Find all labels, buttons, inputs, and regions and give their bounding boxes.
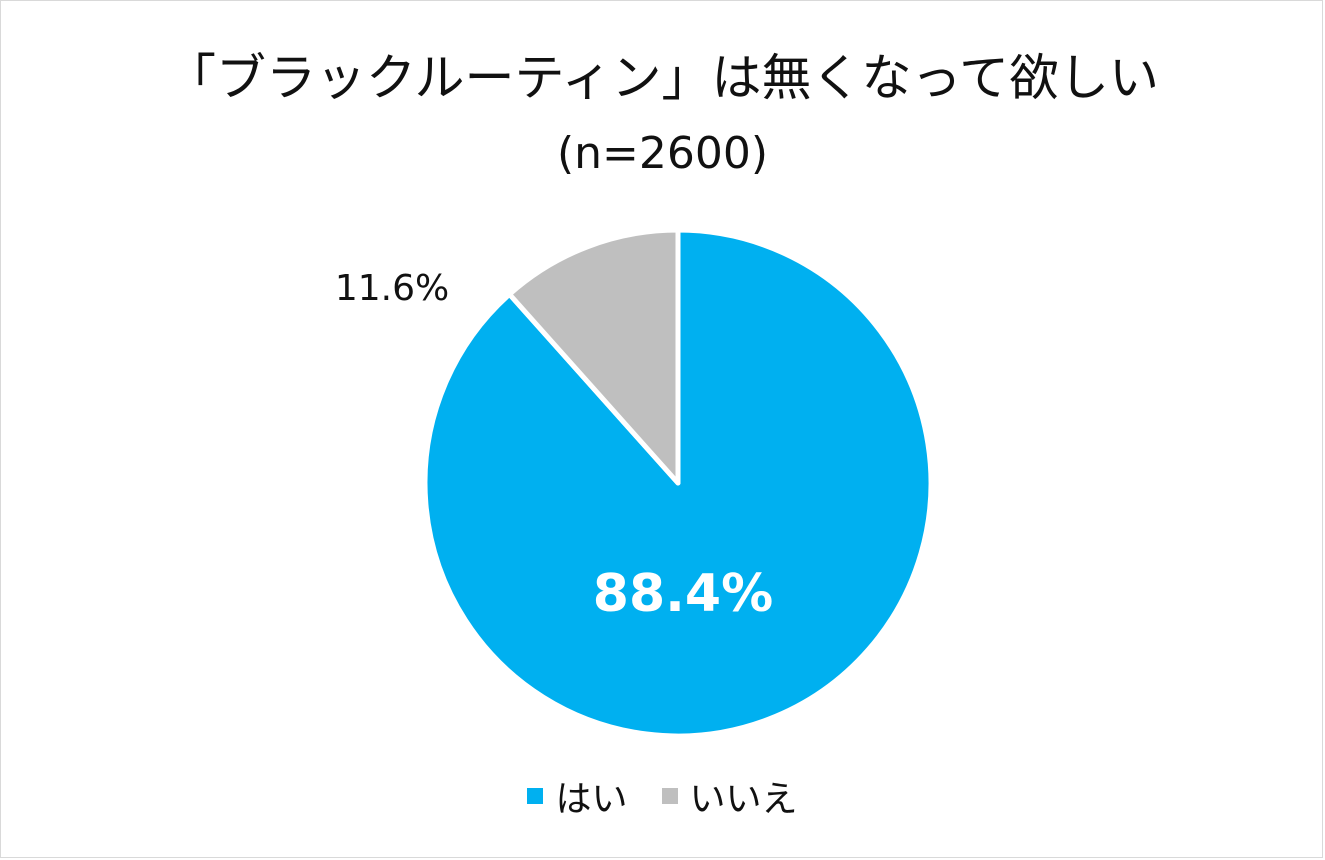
legend-item-hai: はい xyxy=(527,770,628,822)
data-label-iie: 11.6% xyxy=(335,268,449,309)
chart-subtitle: (n=2600) xyxy=(556,128,769,179)
legend: はい いいえ xyxy=(0,770,1325,822)
legend-label-iie: いいえ xyxy=(689,779,798,820)
legend-swatch-iie xyxy=(661,788,678,804)
legend-item-iie: いいえ xyxy=(661,770,798,822)
data-label-hai: 88.4% xyxy=(593,564,773,624)
legend-label-hai: はい xyxy=(555,779,628,820)
pie-slice-iie xyxy=(506,227,681,486)
pie-slice-hai xyxy=(422,227,934,739)
legend-swatch-hai xyxy=(527,788,544,804)
chart-title: 「ブラックルーティン」は無くなって欲しい xyxy=(166,49,1159,107)
